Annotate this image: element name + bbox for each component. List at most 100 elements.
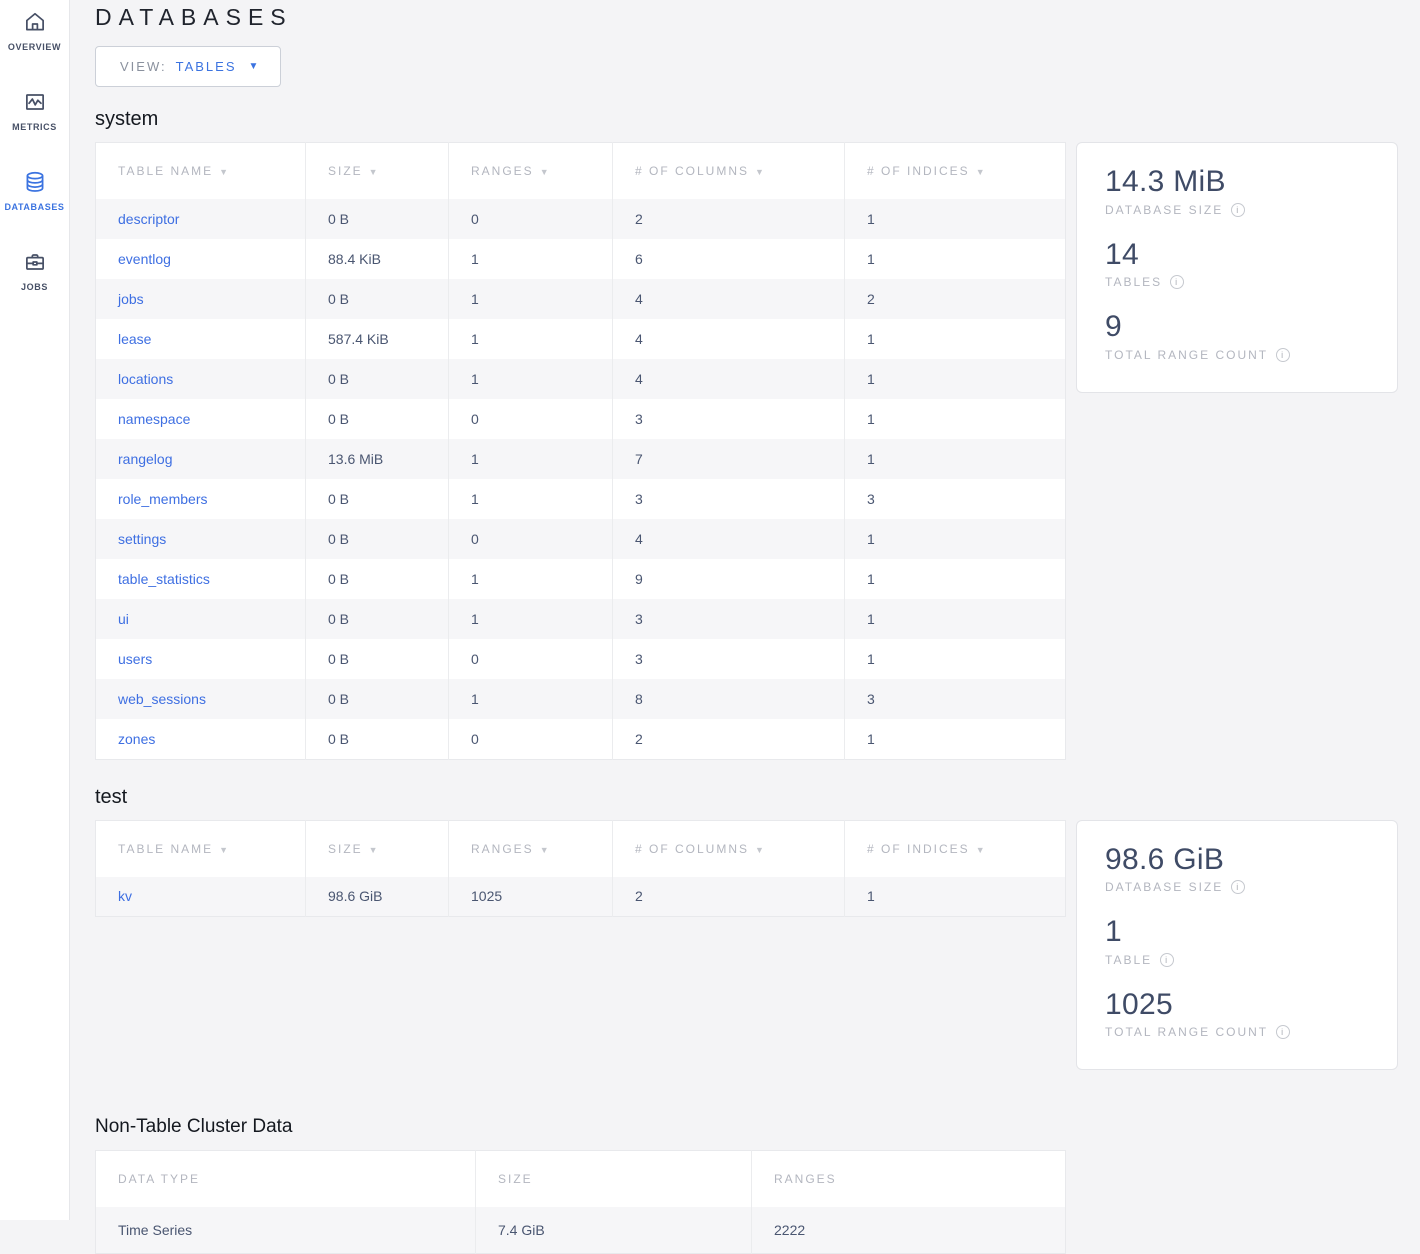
main-content: DATABASES VIEW: TABLES ▼ system TABLE NA… <box>70 0 1420 1220</box>
table-cell: 1 <box>845 639 1066 679</box>
table-cell: 1 <box>845 519 1066 559</box>
column-header-ranges[interactable]: RANGES▼ <box>449 143 613 200</box>
info-icon[interactable]: i <box>1276 1025 1290 1039</box>
column-header-columns[interactable]: # OF COLUMNS▼ <box>613 820 845 877</box>
sidebar-item-overview[interactable]: OVERVIEW <box>0 0 69 80</box>
table-cell: 2 <box>845 279 1066 319</box>
view-selector-dropdown[interactable]: VIEW: TABLES ▼ <box>95 46 281 87</box>
info-icon[interactable]: i <box>1160 953 1174 967</box>
stat-label: TOTAL RANGE COUNT <box>1105 348 1268 362</box>
sort-arrow-icon: ▼ <box>540 845 551 855</box>
stat-label: DATABASE SIZE <box>1105 203 1223 217</box>
table-cell: 0 B <box>306 279 449 319</box>
view-selector-label: VIEW: <box>120 59 167 74</box>
stat-value: 14.3 MiB <box>1105 165 1369 200</box>
stat-label: DATABASE SIZE <box>1105 880 1223 894</box>
sort-arrow-icon: ▼ <box>369 845 380 855</box>
table-cell: 98.6 GiB <box>306 877 449 917</box>
table-name-cell: table_statistics <box>96 559 306 599</box>
table-cell: 1 <box>449 559 613 599</box>
sidebar-item-label: DATABASES <box>4 202 64 212</box>
column-header-data-type: DATA TYPE <box>96 1151 476 1208</box>
column-header-ranges[interactable]: RANGES▼ <box>449 820 613 877</box>
table-cell: 3 <box>613 479 845 519</box>
table-cell: 1 <box>845 199 1066 239</box>
table-header-row: TABLE NAME▼ SIZE▼ RANGES▼ # OF COLUMNS▼ … <box>96 143 1066 200</box>
table-header-row: DATA TYPE SIZE RANGES <box>96 1151 1066 1208</box>
column-header-columns[interactable]: # OF COLUMNS▼ <box>613 143 845 200</box>
info-icon[interactable]: i <box>1231 203 1245 217</box>
info-icon[interactable]: i <box>1231 880 1245 894</box>
column-header-indices[interactable]: # OF INDICES▼ <box>845 143 1066 200</box>
table-name-cell: rangelog <box>96 439 306 479</box>
table-name-cell: jobs <box>96 279 306 319</box>
page-title: DATABASES <box>95 4 1398 31</box>
table-cell: 88.4 KiB <box>306 239 449 279</box>
table-cell: 2 <box>613 199 845 239</box>
table-name-link[interactable]: namespace <box>118 411 190 427</box>
table-cell: 1 <box>449 599 613 639</box>
table-cell: 0 <box>449 639 613 679</box>
table-name-link[interactable]: rangelog <box>118 451 173 467</box>
sidebar-item-jobs[interactable]: JOBS <box>0 240 69 320</box>
table-cell: 1 <box>845 599 1066 639</box>
table-name-link[interactable]: jobs <box>118 291 144 307</box>
table-name-link[interactable]: zones <box>118 731 155 747</box>
table-cell: 0 B <box>306 719 449 759</box>
table-cell: 2 <box>613 719 845 759</box>
table-cell: 6 <box>613 239 845 279</box>
table-name-link[interactable]: users <box>118 651 152 667</box>
table-name-link[interactable]: role_members <box>118 491 207 507</box>
sort-arrow-icon: ▼ <box>219 845 230 855</box>
table-name-link[interactable]: web_sessions <box>118 691 206 707</box>
column-header-indices[interactable]: # OF INDICES▼ <box>845 820 1066 877</box>
database-section-system: system TABLE NAME▼ SIZE▼ RANGES▼ # OF CO… <box>95 108 1398 760</box>
table-cell: 4 <box>613 519 845 559</box>
table-name-link[interactable]: ui <box>118 611 129 627</box>
sidebar-item-label: OVERVIEW <box>8 42 61 52</box>
column-header-size[interactable]: SIZE▼ <box>306 820 449 877</box>
table-cell: 1 <box>845 319 1066 359</box>
table-cell: 7 <box>613 439 845 479</box>
table-name-link[interactable]: eventlog <box>118 251 171 267</box>
sidebar-item-metrics[interactable]: METRICS <box>0 80 69 160</box>
table-cell: 3 <box>845 479 1066 519</box>
sidebar-item-label: METRICS <box>12 122 57 132</box>
column-header-table-name[interactable]: TABLE NAME▼ <box>96 820 306 877</box>
table-cell: 0 <box>449 719 613 759</box>
table-cell: 3 <box>613 639 845 679</box>
sidebar-item-label: JOBS <box>21 282 48 292</box>
table-cell: 1 <box>845 399 1066 439</box>
sidebar-item-databases[interactable]: DATABASES <box>0 160 69 240</box>
column-header-table-name[interactable]: TABLE NAME▼ <box>96 143 306 200</box>
table-cell: 0 B <box>306 199 449 239</box>
table-name-link[interactable]: kv <box>118 888 132 904</box>
database-section-test: test TABLE NAME▼ SIZE▼ RANGES▼ # OF COLU… <box>95 786 1398 1071</box>
table-name-link[interactable]: locations <box>118 371 173 387</box>
sort-arrow-icon: ▼ <box>976 845 987 855</box>
table-cell: 1025 <box>449 877 613 917</box>
column-header-size[interactable]: SIZE▼ <box>306 143 449 200</box>
table-name-link[interactable]: table_statistics <box>118 571 210 587</box>
info-icon[interactable]: i <box>1276 348 1290 362</box>
table-name-link[interactable]: descriptor <box>118 211 179 227</box>
stat-value: 98.6 GiB <box>1105 843 1369 878</box>
metrics-icon <box>22 89 48 115</box>
section-title: Non-Table Cluster Data <box>95 1116 1398 1138</box>
table-cell: 13.6 MiB <box>306 439 449 479</box>
table-name-link[interactable]: settings <box>118 531 166 547</box>
chevron-down-icon: ▼ <box>249 61 259 72</box>
table-name-link[interactable]: lease <box>118 331 151 347</box>
table-name-cell: locations <box>96 359 306 399</box>
table-cell: 2 <box>613 877 845 917</box>
info-icon[interactable]: i <box>1170 275 1184 289</box>
table-cell: 1 <box>449 479 613 519</box>
